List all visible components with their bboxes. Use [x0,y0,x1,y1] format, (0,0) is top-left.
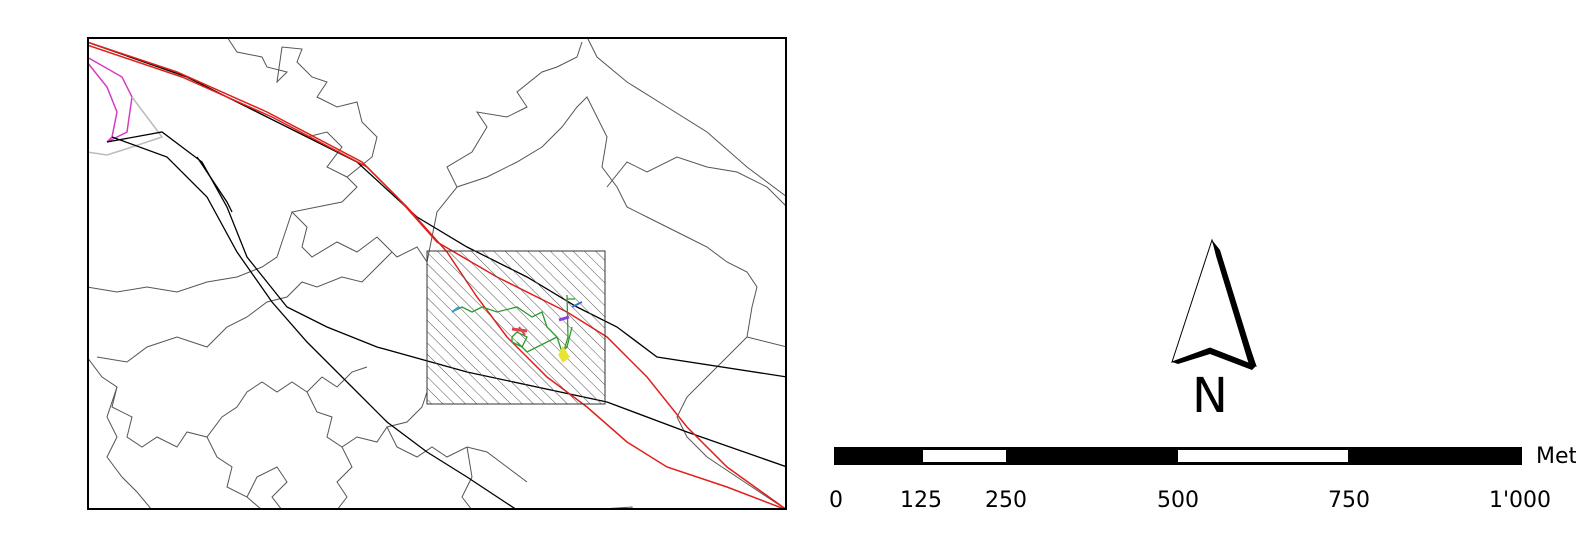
study-routes [451,294,583,363]
scale-segment-125-250 [923,450,1006,462]
scale-tick-0: 0 [829,488,843,513]
scale-tick-1000: 1'000 [1488,488,1552,513]
scale-tick-500: 500 [1157,488,1199,513]
municipal-boundaries [87,37,787,510]
scale-tick-125: 125 [900,488,942,513]
study-area [426,250,606,405]
scale-tick-750: 750 [1328,488,1370,513]
scale-bar [834,447,1522,465]
scale-tick-250: 250 [985,488,1027,513]
scale-segment-500-750 [1178,450,1348,462]
scale-unit-label: Meters [1536,444,1576,469]
map-frame [87,37,787,510]
north-label: N [1192,368,1228,424]
north-arrow-icon [1171,238,1257,370]
